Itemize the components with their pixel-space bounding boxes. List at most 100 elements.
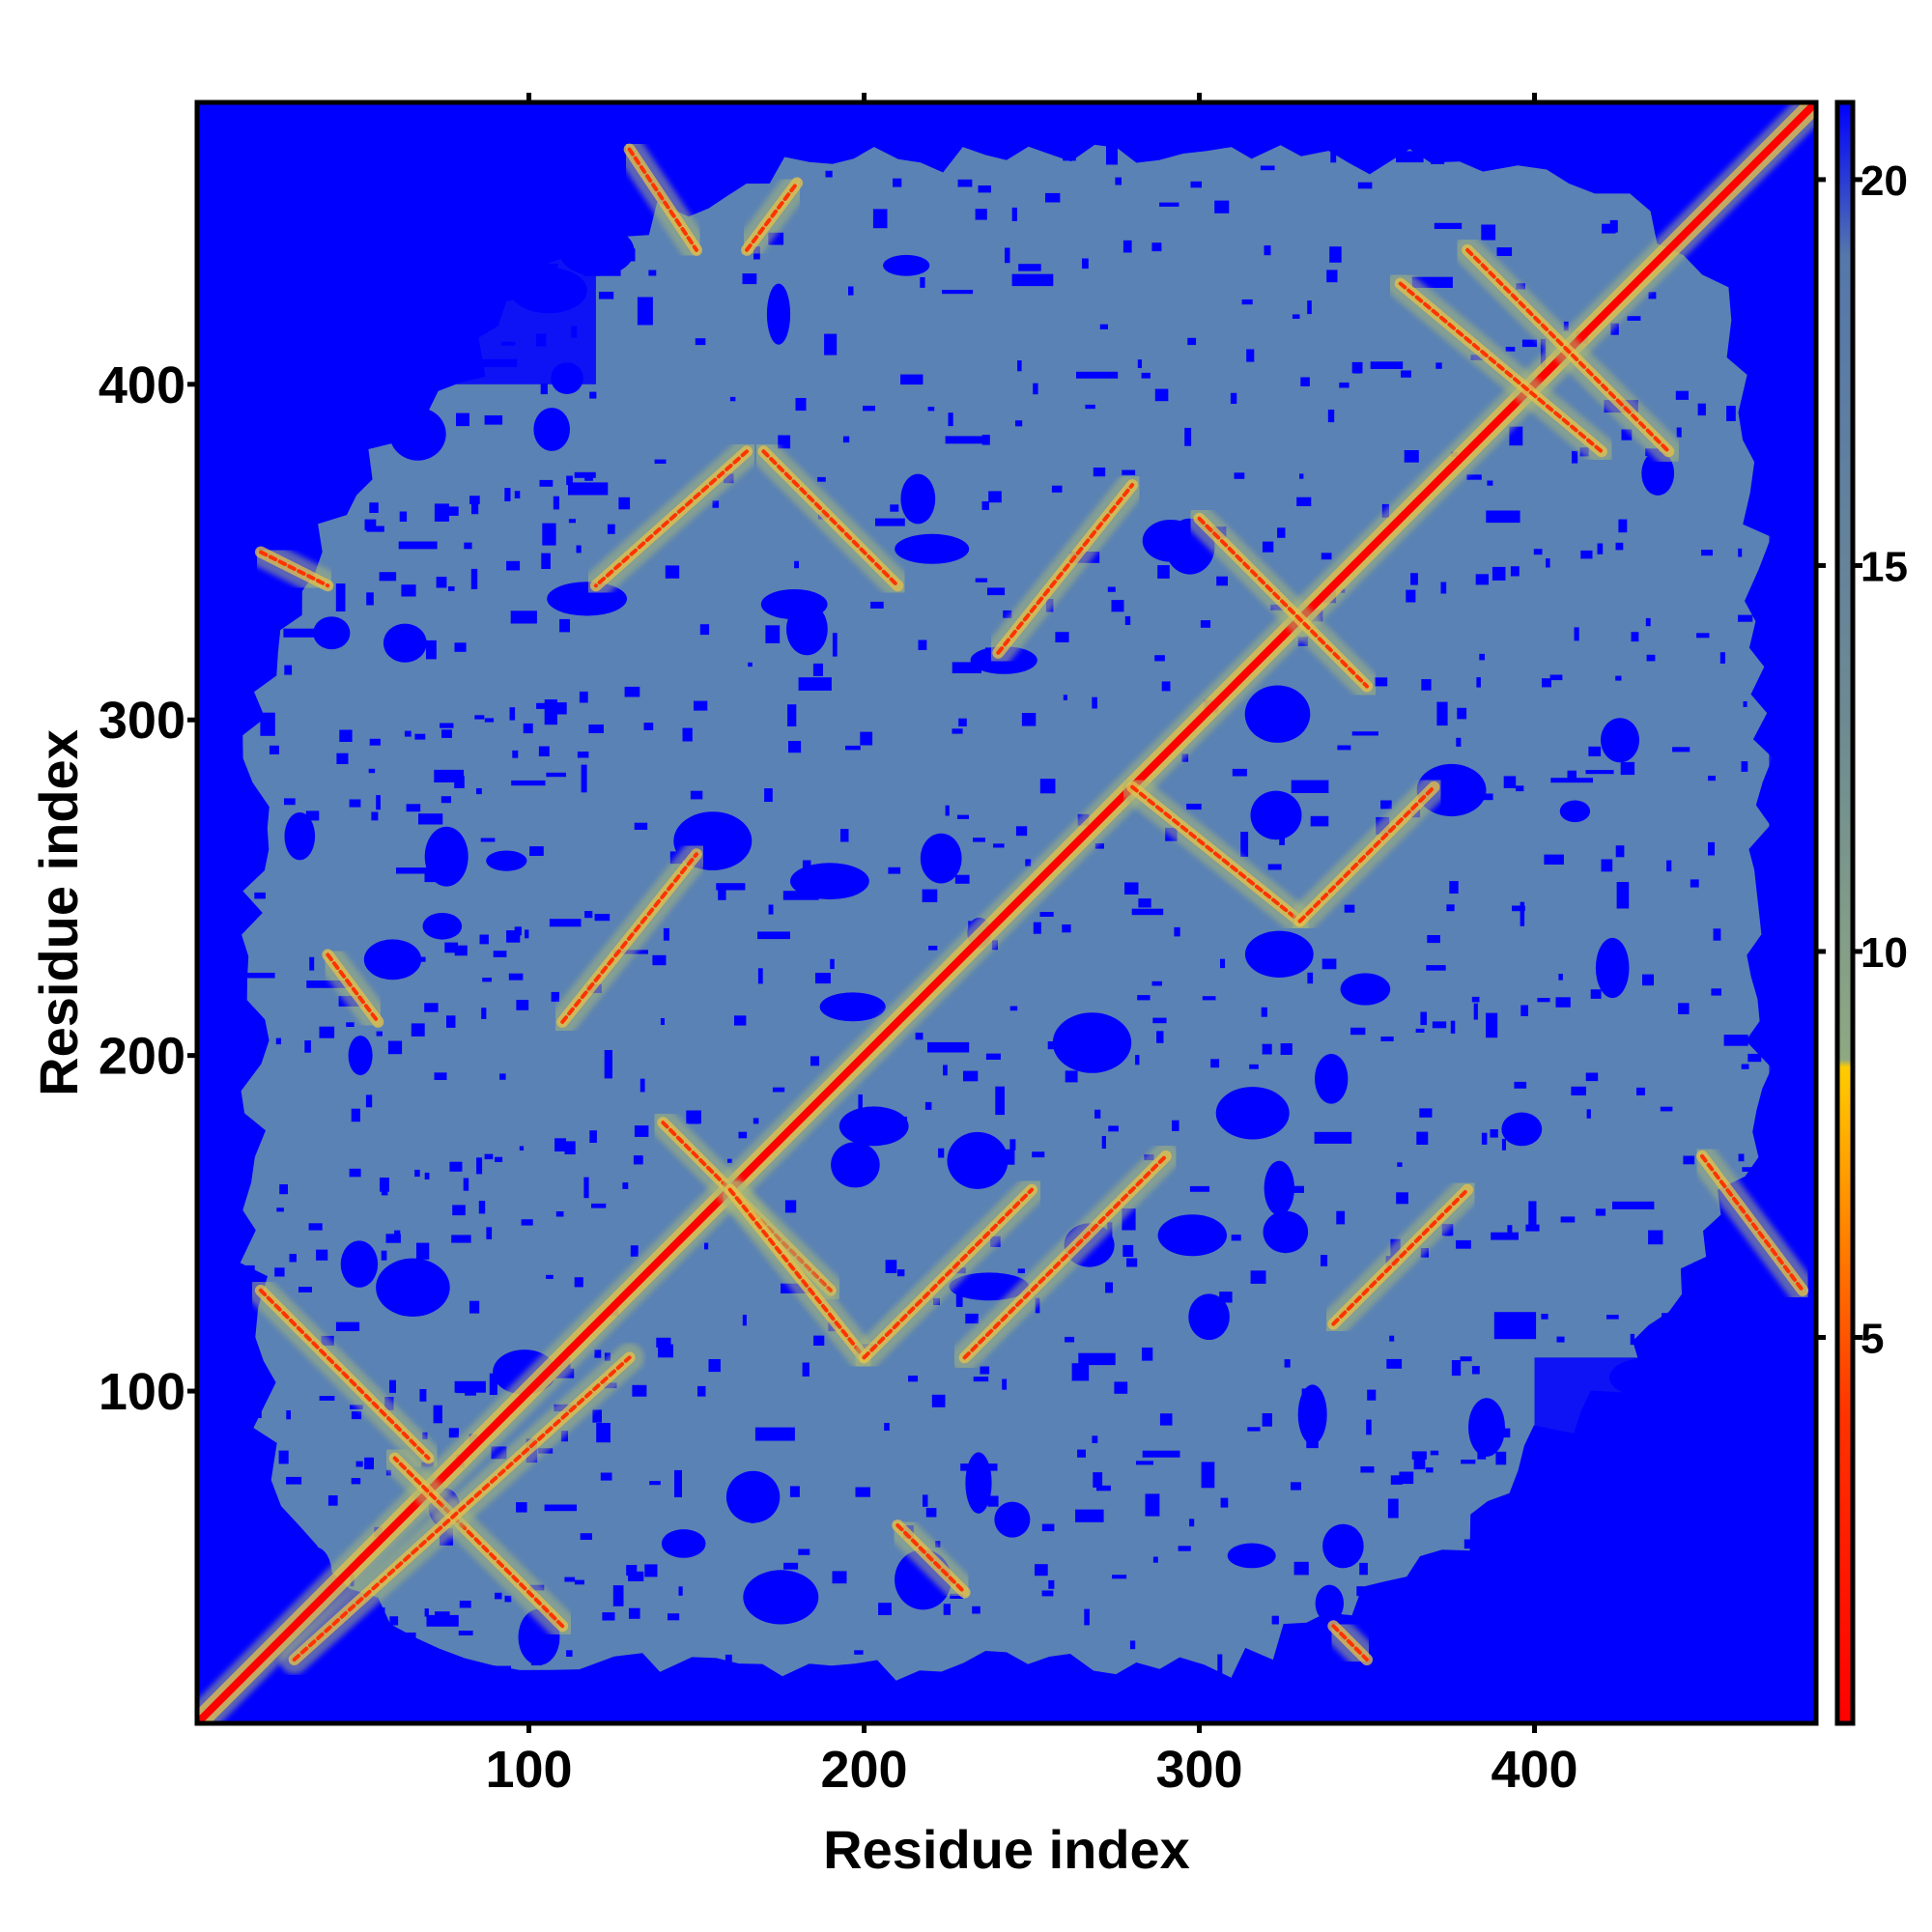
noise-speck (1337, 745, 1351, 751)
noise-speck (381, 1250, 387, 1261)
noise-speck (765, 625, 781, 643)
noise-speck (1101, 1136, 1106, 1149)
noise-speck (738, 1131, 748, 1139)
noise-speck (1678, 1003, 1690, 1014)
noise-speck (1480, 793, 1493, 801)
noise-patch (1340, 973, 1391, 1006)
noise-speck (1360, 1466, 1375, 1473)
noise-speck (1430, 1583, 1446, 1595)
noise-speck (742, 1315, 747, 1326)
noise-patch (533, 408, 570, 451)
noise-speck (1708, 776, 1716, 781)
noise-speck (512, 750, 519, 758)
noise-speck (1216, 576, 1228, 586)
noise-speck (618, 497, 631, 510)
noise-speck (943, 1604, 951, 1615)
noise-speck (1463, 1539, 1472, 1549)
noise-speck (1421, 679, 1432, 691)
noise-speck (1124, 882, 1139, 895)
noise-speck (922, 889, 938, 902)
noise-speck (1662, 1313, 1668, 1326)
noise-speck (591, 1203, 607, 1208)
noise-speck (274, 1267, 285, 1277)
noise-speck (963, 1070, 979, 1082)
noise-speck (1329, 246, 1342, 263)
noise-speck (630, 1245, 639, 1257)
noise-speck (1075, 1509, 1104, 1522)
noise-speck (842, 436, 850, 443)
noise-speck (604, 1352, 611, 1361)
noise-speck (1719, 652, 1725, 664)
blue-region (1769, 102, 1816, 1723)
noise-speck (840, 829, 849, 842)
noise-speck (1461, 1460, 1476, 1464)
noise-speck (1280, 1043, 1293, 1055)
noise-speck (551, 991, 559, 1002)
noise-speck (1415, 1028, 1425, 1033)
noise-patch (1227, 1543, 1276, 1569)
noise-speck (446, 1015, 456, 1028)
noise-speck (589, 391, 597, 399)
noise-speck (510, 611, 537, 624)
noise-speck (1697, 403, 1706, 416)
noise-speck (1262, 1413, 1272, 1427)
noise-speck (1743, 701, 1747, 707)
noise-speck (1546, 558, 1550, 568)
noise-speck (1383, 141, 1400, 150)
noise-speck (259, 1481, 270, 1487)
noise-speck (925, 1508, 937, 1518)
noise-speck (266, 599, 272, 605)
noise-speck (1137, 995, 1151, 1001)
noise-speck (351, 1478, 361, 1485)
noise-speck (1399, 1471, 1414, 1485)
noise-speck (439, 1661, 471, 1667)
plot-frame (194, 99, 1819, 1726)
noise-patch (994, 1501, 1031, 1538)
noise-speck (1055, 632, 1069, 642)
noise-patch (1215, 1087, 1290, 1140)
noise-speck (564, 1577, 576, 1582)
noise-speck (1435, 362, 1442, 369)
noise-speck (385, 1469, 391, 1476)
noise-speck (1756, 178, 1763, 190)
noise-speck (1738, 1153, 1745, 1162)
noise-speck (514, 491, 521, 498)
noise-speck (1386, 1358, 1403, 1369)
noise-speck (1141, 372, 1151, 379)
plot-area (197, 102, 1816, 1723)
noise-speck (1449, 881, 1459, 894)
noise-speck (658, 1344, 673, 1358)
noise-patch (1250, 790, 1302, 840)
noise-speck (1082, 258, 1089, 270)
noise-speck (1466, 474, 1482, 480)
noise-speck (972, 1605, 980, 1614)
noise-speck (1520, 901, 1525, 926)
noise-patch (1052, 1012, 1132, 1073)
colorbar-tick-label: 20 (1861, 157, 1908, 205)
noise-speck (1131, 908, 1164, 916)
noise-speck (1321, 1255, 1328, 1266)
noise-speck (444, 942, 459, 953)
noise-speck (1741, 761, 1748, 772)
noise-speck (1065, 1070, 1078, 1083)
noise-speck (1400, 1678, 1409, 1690)
noise-speck (1481, 224, 1496, 241)
noise-speck (574, 471, 596, 478)
noise-speck (1351, 361, 1363, 374)
noise-speck (1471, 996, 1480, 1003)
noise-speck (1630, 1333, 1635, 1346)
noise-speck (424, 1003, 439, 1012)
noise-speck (1666, 860, 1672, 872)
noise-speck (1142, 1450, 1180, 1458)
noise-speck (376, 795, 381, 810)
noise-speck (553, 496, 559, 510)
noise-speck (594, 914, 611, 922)
noise-speck (1431, 143, 1445, 164)
noise-speck (544, 1504, 577, 1512)
noise-speck (1602, 223, 1616, 234)
noise-speck (404, 730, 412, 737)
noise-speck (583, 1177, 589, 1199)
noise-speck (888, 867, 901, 874)
noise-speck (1456, 1239, 1471, 1249)
noise-speck (283, 628, 327, 638)
